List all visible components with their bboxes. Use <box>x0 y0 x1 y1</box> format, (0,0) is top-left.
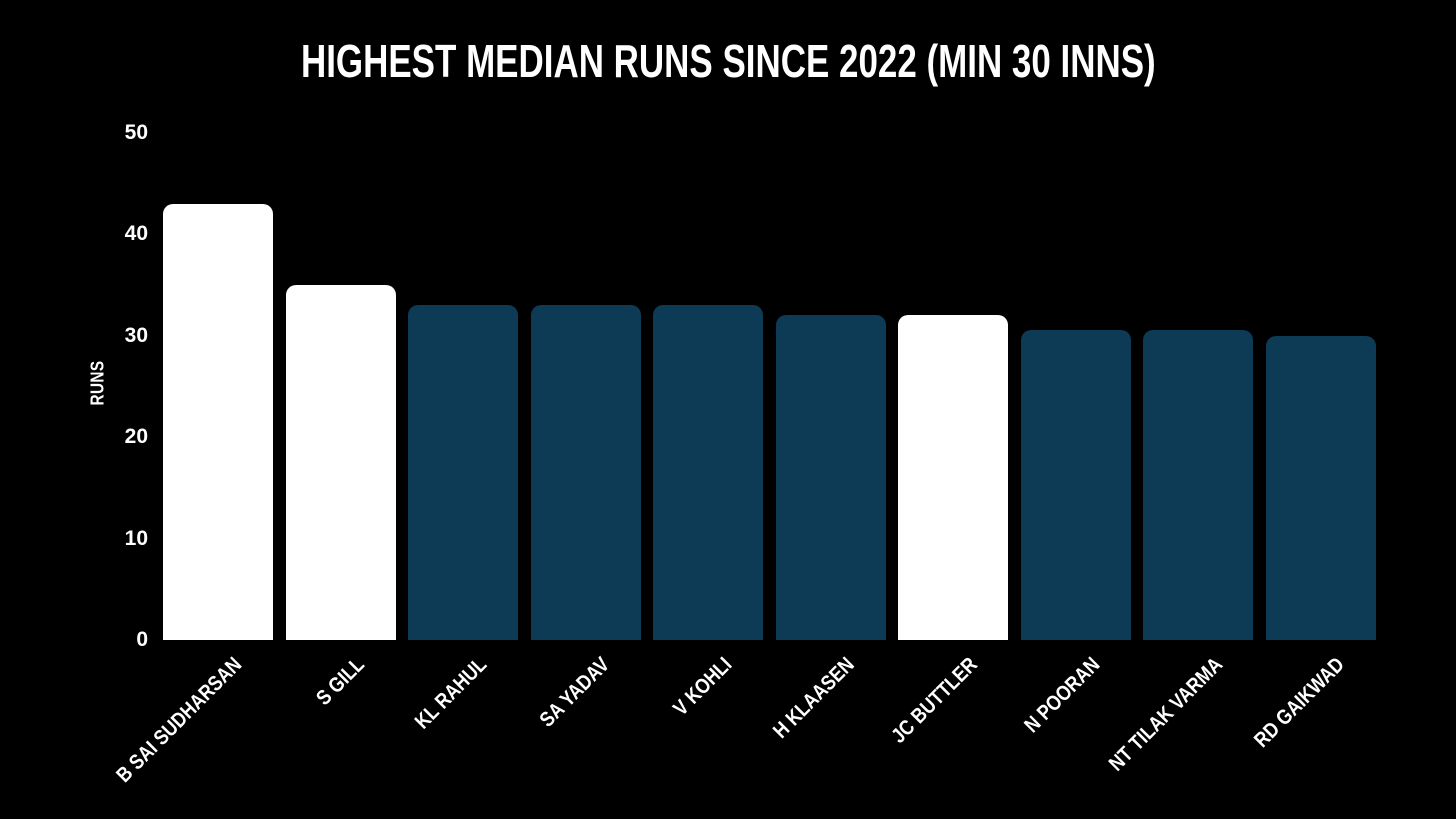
chart-title: HIGHEST MEDIAN RUNS SINCE 2022 (MIN 30 I… <box>300 35 1156 87</box>
bar <box>285 284 396 640</box>
x-category-label: V KOHLI <box>669 653 737 721</box>
x-category-label: NT TILAK VARMA <box>1104 653 1227 776</box>
y-tick-label: 30 <box>124 323 148 347</box>
chart-title-wrap: HIGHEST MEDIAN RUNS SINCE 2022 (MIN 30 I… <box>0 34 1456 88</box>
bar <box>1020 330 1131 640</box>
y-tick-label: 40 <box>124 222 148 245</box>
bar <box>530 305 641 640</box>
bar <box>1266 335 1377 640</box>
bar <box>1143 330 1254 640</box>
x-category-label: B SAI SUDHARSAN <box>112 653 247 788</box>
y-tick-label: 20 <box>124 425 148 448</box>
y-tick-label: 50 <box>124 120 148 144</box>
x-category-label: H KLAASEN <box>769 653 860 743</box>
bar <box>408 305 519 640</box>
y-tick-label: 10 <box>124 526 148 550</box>
bar <box>898 315 1009 640</box>
x-category-label: RD GAIKWAD <box>1250 653 1350 753</box>
bar <box>163 203 273 640</box>
x-category-label: S GILL <box>311 653 369 710</box>
x-category-label: JC BUTTLER <box>886 653 982 748</box>
bar <box>653 305 764 640</box>
bar <box>775 315 886 640</box>
y-tick-label: 0 <box>136 628 148 651</box>
x-category-label: N POORAN <box>1019 653 1105 738</box>
x-category-label: KL RAHUL <box>410 653 492 734</box>
x-category-label: SA YADAV <box>535 653 614 732</box>
